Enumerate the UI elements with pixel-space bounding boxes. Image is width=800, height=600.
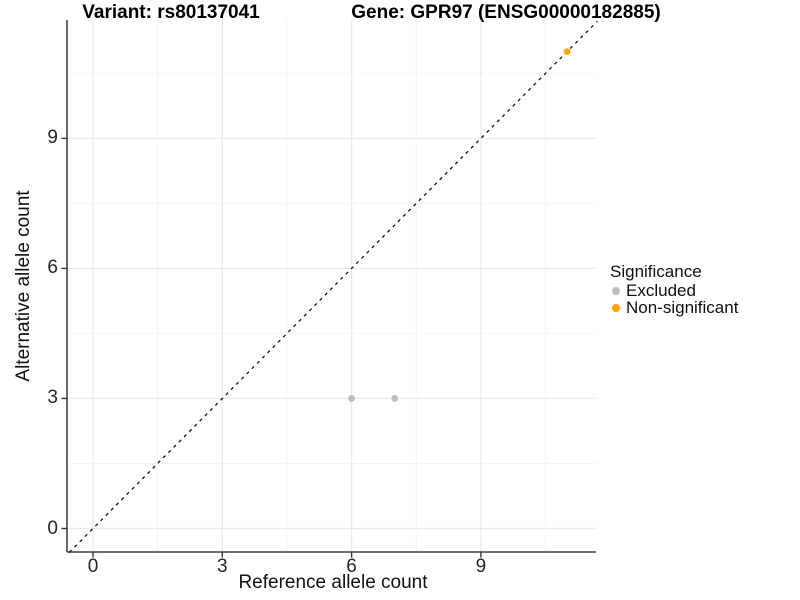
legend-item-excluded: Excluded [610, 281, 738, 300]
y-tick-label: 0 [47, 517, 58, 539]
x-tick-label: 9 [475, 556, 487, 577]
legend-label-excluded: Excluded [626, 281, 696, 300]
y-axis-title: Alternative allele count [13, 190, 34, 382]
legend: Significance Excluded Non-significant [610, 262, 739, 317]
legend-swatch-excluded-icon [612, 287, 620, 295]
x-tick-label: 3 [217, 556, 228, 577]
data-point-non-significant [563, 48, 571, 56]
legend-title: Significance [610, 262, 702, 281]
legend-label-non-significant: Non-significant [626, 298, 739, 317]
plot-panel [61, 20, 598, 558]
legend-swatch-non-significant-icon [612, 304, 620, 312]
plot-title-variant: Variant: rs80137041 [82, 2, 260, 23]
y-tick-label: 9 [47, 127, 58, 149]
y-tick-label: 6 [47, 257, 58, 279]
y-tick-label: 3 [47, 387, 58, 409]
data-point-excluded [391, 395, 399, 402]
data-point-excluded [348, 395, 355, 402]
x-tick-label: 0 [87, 556, 99, 577]
legend-item-non-significant: Non-significant [610, 298, 739, 317]
x-axis-title: Reference allele count [238, 572, 428, 593]
plot-title-gene: Gene: GPR97 (ENSG00000182885) [351, 2, 661, 23]
x-tick-label: 6 [346, 556, 357, 577]
identity-line [68, 20, 598, 553]
